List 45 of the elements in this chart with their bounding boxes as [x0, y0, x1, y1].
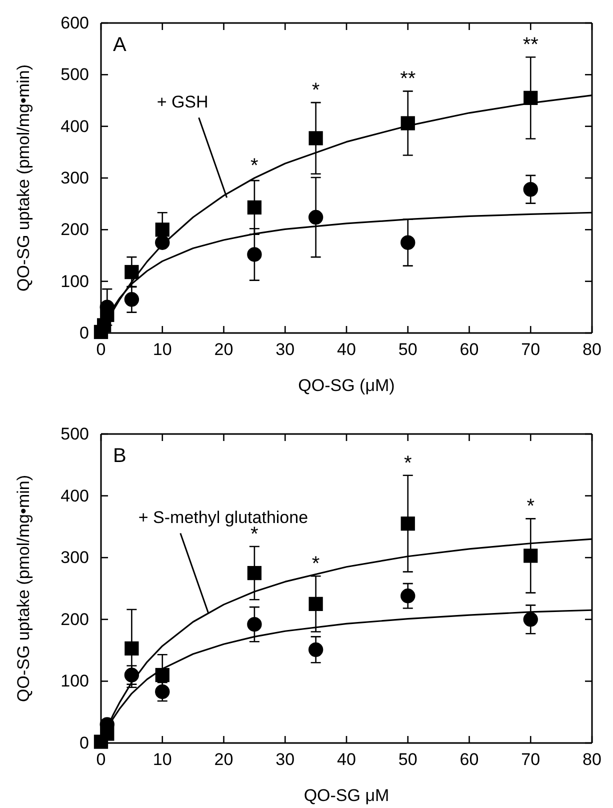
x-tick-label: 50: [398, 750, 418, 770]
x-tick-label: 80: [582, 340, 602, 360]
annotation: *: [526, 496, 535, 518]
x-tick-label: 0: [96, 340, 106, 360]
text: B: [113, 445, 126, 467]
annotation: **: [522, 34, 539, 56]
y-tick-label: 200: [60, 220, 89, 240]
x-tick-label: 20: [214, 340, 234, 360]
text: A: [113, 34, 127, 56]
y-tick-label: 600: [60, 13, 89, 32]
y-tick-label: 400: [60, 486, 89, 506]
y-tick-label: 200: [60, 610, 89, 629]
x-tick-label: 0: [96, 750, 106, 770]
y-tick-label: 0: [80, 323, 89, 342]
annotation: + GSH: [156, 92, 208, 112]
x-tick-label: 40: [337, 750, 356, 770]
x-tick-label: 40: [337, 340, 356, 360]
y-axis-title: QO-SG uptake (pmol/mg•min): [14, 64, 33, 292]
x-axis-title: QO-SG μM: [304, 786, 390, 805]
annotation: **: [400, 68, 416, 90]
annotation: *: [404, 452, 412, 474]
y-tick-label: 100: [60, 272, 89, 291]
x-tick-label: 80: [582, 750, 602, 770]
x-tick-label: 20: [214, 750, 234, 770]
x-axis-title: QO-SG (μM): [298, 376, 395, 395]
annotation: *: [312, 80, 320, 102]
x-tick-label: 10: [152, 750, 172, 770]
annotation: *: [250, 155, 259, 177]
y-tick-label: 500: [60, 65, 89, 84]
annotation: *: [312, 553, 320, 576]
y-tick-label: 0: [80, 733, 89, 752]
x-tick-label: 10: [152, 340, 172, 360]
x-tick-label: 60: [460, 340, 479, 360]
y-tick-label: 100: [60, 672, 89, 691]
y-tick-label: 400: [60, 116, 89, 136]
y-tick-label: 500: [60, 424, 89, 444]
x-tick-label: 30: [276, 340, 295, 360]
x-tick-label: 70: [521, 340, 540, 360]
y-tick-label: 300: [60, 168, 89, 188]
x-tick-label: 50: [398, 340, 418, 360]
x-tick-label: 30: [276, 750, 295, 770]
x-tick-label: 60: [460, 750, 479, 770]
y-axis-title: QO-SG uptake (pmol/mg•min): [14, 474, 33, 702]
x-tick-label: 70: [521, 750, 540, 770]
y-tick-label: 300: [60, 548, 89, 568]
